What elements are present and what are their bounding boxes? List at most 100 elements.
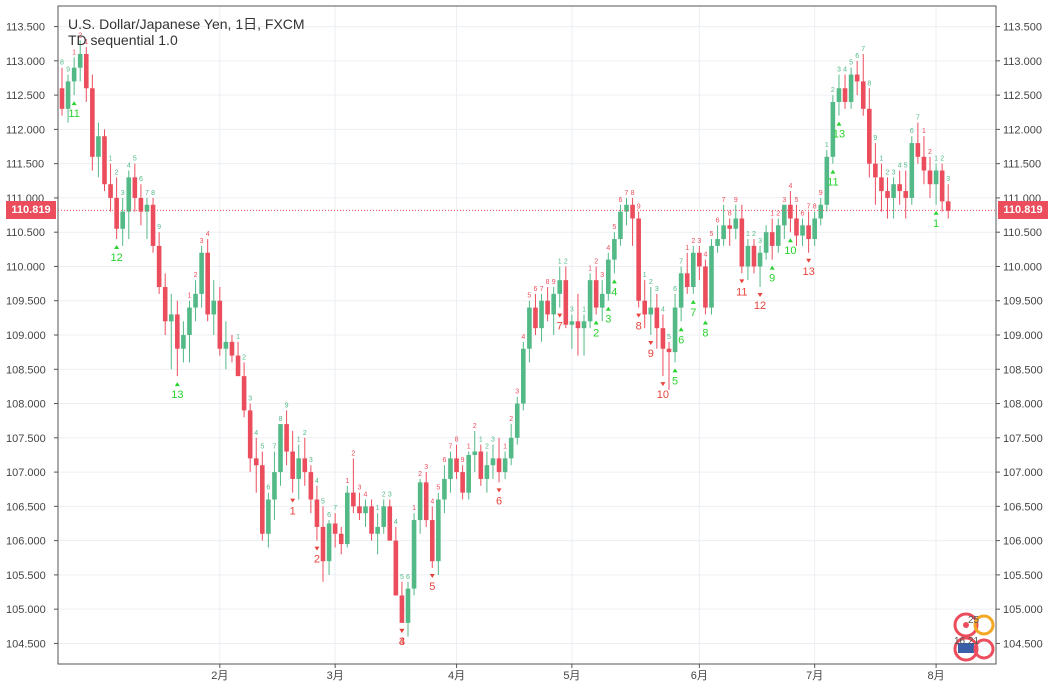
td-setup-mark: 3: [357, 485, 361, 492]
countdown-arrow-down: [648, 341, 654, 345]
td-setup-mark: 4: [127, 163, 131, 170]
candle-body: [442, 478, 447, 500]
candle-body: [636, 218, 641, 301]
x-tick-label: 4月: [448, 670, 465, 682]
candle-body: [921, 156, 927, 171]
chart-title: U.S. Dollar/Japanese Yen, 1日, FXCM: [68, 16, 305, 32]
td-setup-mark: 2: [242, 354, 246, 361]
logo-text-top: 25: [968, 615, 980, 626]
td-setup-mark: 8: [455, 437, 459, 444]
candle-body: [448, 458, 453, 479]
candle-body: [891, 184, 896, 198]
countdown-arrow-down: [806, 258, 812, 263]
candle-body: [690, 252, 696, 288]
td-setup-mark: 1: [643, 272, 647, 279]
candle-body: [102, 136, 107, 185]
td-setup-mark: 3: [570, 306, 574, 313]
td-setup-mark: 1: [582, 306, 586, 313]
td-setup-mark: 1: [188, 293, 192, 300]
candle-body: [326, 523, 332, 562]
td-setup-mark: 1: [479, 437, 483, 444]
candle-body: [860, 81, 866, 109]
y-tick-label-right: 106.000: [1003, 536, 1043, 548]
countdown-number: 1: [933, 218, 939, 230]
td-setup-mark: 7: [807, 204, 811, 211]
y-tick-label-left: 112.500: [6, 90, 45, 102]
y-tick-label-right: 110.000: [1003, 261, 1042, 273]
candle-body: [751, 245, 757, 267]
candle-body: [423, 482, 429, 521]
candle-body: [514, 403, 520, 438]
candle-body: [266, 499, 271, 534]
countdown-number: 6: [496, 495, 502, 507]
x-tick-label: 5月: [563, 670, 580, 682]
countdown-arrow-up: [702, 320, 708, 325]
td-setup-mark: 1: [825, 142, 829, 149]
y-tick-label-left: 106.000: [6, 536, 46, 548]
td-setup-mark: 6: [618, 197, 622, 204]
candle-body: [545, 300, 550, 315]
candle-body: [77, 53, 83, 68]
td-setup-mark: 3: [697, 238, 701, 245]
td-setup-mark: 9: [66, 67, 70, 74]
candle-body: [624, 204, 629, 212]
td-setup-mark: 1: [72, 49, 76, 56]
candle-body: [715, 239, 720, 246]
td-setup-mark: 3: [892, 169, 896, 176]
countdown-arrow-down: [290, 498, 296, 503]
td-setup-mark: 9: [734, 197, 738, 204]
candle-body: [763, 232, 769, 253]
td-setup-mark: 1: [467, 444, 471, 451]
current-price-tag-right: 110.819: [998, 201, 1048, 220]
countdown-number: 4: [611, 286, 617, 298]
candle-body: [842, 88, 848, 102]
td-setup-mark: 2: [776, 210, 780, 217]
td-setup-mark: 6: [910, 128, 914, 135]
td-setup-mark: 8: [151, 190, 155, 197]
candle-body: [71, 67, 77, 82]
td-setup-mark: 1: [109, 156, 113, 163]
countdown-arrow-up: [611, 279, 617, 284]
candle-body: [150, 204, 156, 246]
td-setup-mark: 4: [254, 430, 258, 437]
countdown-number: 8: [702, 327, 708, 339]
candle-body: [867, 108, 872, 164]
td-setup-mark: 3: [388, 492, 392, 499]
candle-body: [114, 197, 119, 229]
candle-body: [945, 201, 951, 211]
candle-body: [642, 300, 648, 315]
candle-body: [897, 184, 902, 192]
candle-body: [727, 225, 732, 229]
candle-body: [782, 204, 787, 226]
candle-body: [630, 204, 635, 219]
candle-body: [478, 451, 484, 479]
candle-body: [612, 239, 617, 260]
y-tick-label-left: 112.000: [6, 124, 45, 136]
candle-body: [351, 492, 356, 507]
candle-body: [241, 376, 247, 411]
candle-body: [818, 204, 824, 219]
y-tick-label-right: 113.000: [1003, 56, 1042, 68]
candle-body: [587, 280, 593, 322]
td-setup-mark: 3: [758, 238, 762, 245]
countdown-number: 11: [827, 177, 838, 189]
candle-body: [599, 293, 605, 308]
broker-logo-icon: 25 16 21: [953, 612, 995, 662]
candle-body: [138, 197, 144, 212]
y-tick-label-left: 109.000: [6, 330, 46, 342]
indicator-label[interactable]: TD sequential 1.0: [68, 32, 178, 48]
countdown-number: 7: [557, 321, 563, 333]
countdown-number: 2: [593, 327, 599, 339]
td-setup-mark: 8: [546, 279, 550, 286]
candle-body: [338, 533, 344, 545]
td-setup-mark: 4: [703, 252, 707, 259]
td-setup-mark: 8: [867, 80, 871, 87]
countdown-number: 9: [648, 348, 654, 360]
candle-body: [575, 321, 581, 329]
candle-body: [836, 88, 842, 102]
td-setup-mark: 5: [400, 574, 404, 581]
td-setup-mark: 3: [121, 190, 125, 197]
candle-body: [581, 321, 587, 329]
